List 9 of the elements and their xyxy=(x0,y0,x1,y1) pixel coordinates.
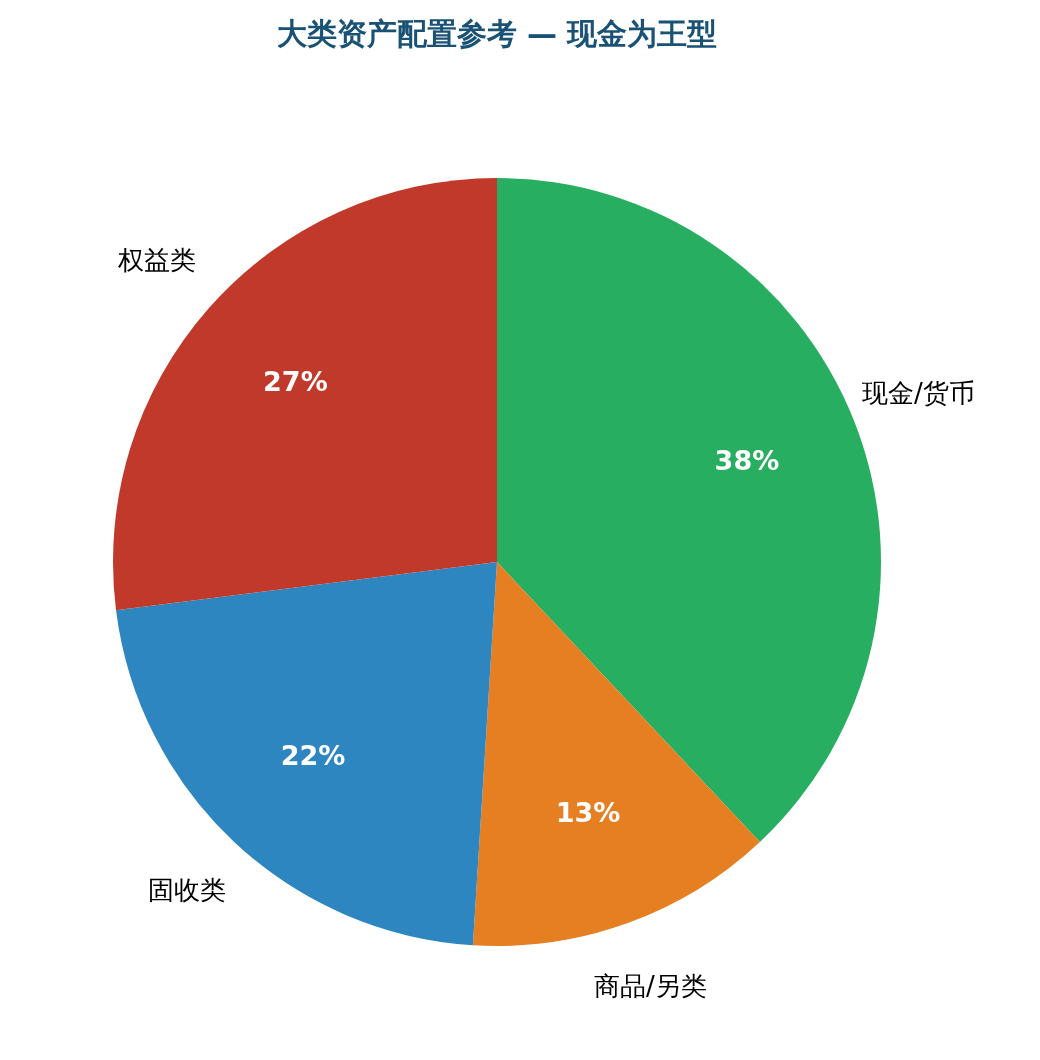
data-label: 22% xyxy=(280,739,346,771)
slice-label: 商品/另类 xyxy=(594,971,707,1002)
slice-label: 固收类 xyxy=(147,875,226,906)
data-label: 27% xyxy=(263,366,328,398)
chart-title: 大类资产配置参考 — 现金为王型 xyxy=(275,15,719,53)
slice-label: 现金/货币 xyxy=(861,377,975,408)
slice-label: 权益类 xyxy=(117,245,197,276)
data-label: 38% xyxy=(714,445,780,477)
data-label: 13% xyxy=(555,796,621,828)
